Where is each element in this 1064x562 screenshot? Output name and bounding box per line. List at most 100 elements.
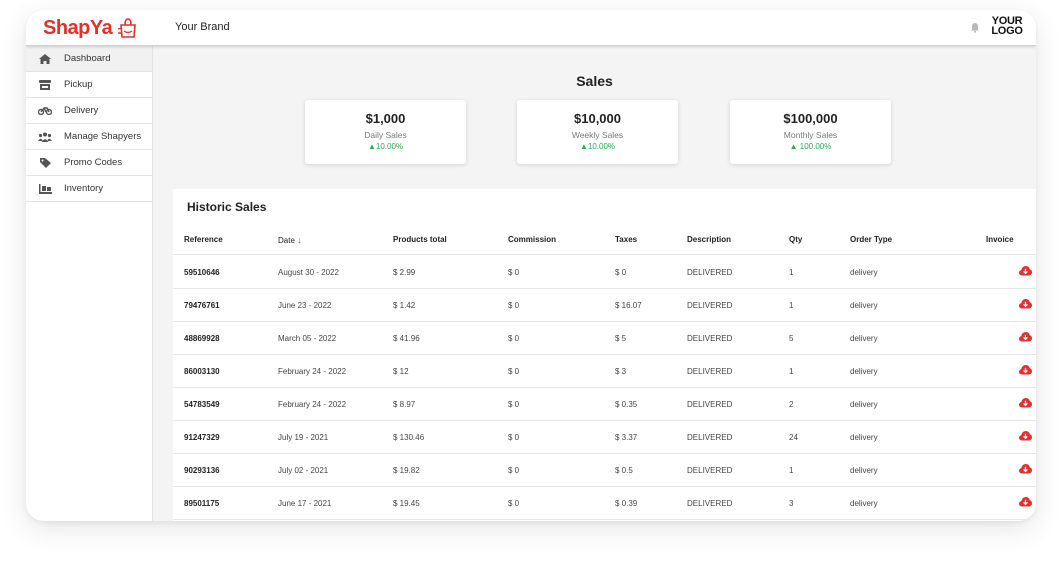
cell-products-total: $ 8.97 (393, 400, 416, 409)
cell-taxes: $ 0.35 (615, 400, 638, 409)
sidebar-item-label: Manage Shapyers (64, 131, 142, 142)
caret-up-icon: ▲ (789, 142, 798, 151)
monthly-sales-card: $100,000 Monthly Sales ▲ 100.00% (730, 100, 891, 164)
cell-reference: 54783549 (184, 400, 220, 409)
column-header-date[interactable]: Date ↓ (278, 235, 302, 245)
cell-date: July 19 - 2021 (278, 433, 329, 442)
cell-order-type: delivery (850, 301, 878, 310)
sidebar-item-inventory[interactable]: Inventory (26, 176, 152, 202)
partner-logo-line1: YOUR (991, 15, 1023, 27)
cloud-download-icon[interactable] (1019, 464, 1032, 474)
cell-reference: 48869928 (184, 334, 220, 343)
sidebar-item-label: Dashboard (64, 53, 111, 64)
cloud-download-icon[interactable] (1019, 497, 1032, 507)
cell-commission: $ 0 (508, 268, 520, 277)
table-row: 91247329 July 19 - 2021 $ 130.46 $ 0 $ 3.37 D… (173, 421, 1036, 454)
cell-qty: 1 (789, 466, 794, 475)
column-header-order-type[interactable]: Order Type (850, 235, 893, 244)
cell-commission: $ 0 (508, 301, 520, 310)
column-header-description[interactable]: Description (687, 235, 732, 244)
sidebar-item-delivery[interactable]: Delivery (26, 98, 152, 124)
cloud-download-icon[interactable] (1019, 332, 1032, 342)
cell-description: DELIVERED (687, 367, 733, 376)
cell-description: DELIVERED (687, 433, 733, 442)
column-header-products-total[interactable]: Products total (393, 235, 447, 244)
card-value: $1,000 (365, 111, 406, 126)
column-header-commission[interactable]: Commission (508, 235, 557, 244)
sales-title: Sales (576, 73, 613, 89)
table-row: 89501175 June 17 - 2021 $ 19.45 $ 0 $ 0.39 DE… (173, 487, 1036, 520)
column-header-reference[interactable]: Reference (184, 235, 223, 244)
bell-icon[interactable] (970, 22, 980, 33)
cell-date: August 30 - 2022 (278, 268, 339, 277)
cell-commission: $ 0 (508, 367, 520, 376)
card-change-value: 10.00% (587, 142, 616, 151)
caret-up-icon: ▲ (367, 142, 376, 151)
cloud-download-icon[interactable] (1019, 266, 1032, 276)
partner-logo-line2: LOGO (991, 25, 1023, 37)
table-row: 86003130 February 24 - 2022 $ 12 $ 0 $ 3 DELI… (173, 355, 1036, 388)
cell-reference: 91247329 (184, 433, 220, 442)
column-header-invoice[interactable]: Invoice (986, 235, 1014, 244)
cell-commission: $ 0 (508, 433, 520, 442)
partner-logo: YOUR LOGO (990, 15, 1024, 37)
table-row: 79476761 June 23 - 2022 $ 1.42 $ 0 $ 16.07 DE… (173, 289, 1036, 322)
cell-products-total: $ 19.45 (393, 499, 420, 508)
cloud-download-icon[interactable] (1019, 365, 1032, 375)
cell-products-total: $ 2.99 (393, 268, 416, 277)
cell-taxes: $ 0.5 (615, 466, 633, 475)
sort-down-arrow-icon: ↓ (297, 235, 302, 245)
cell-reference: 89501175 (184, 499, 220, 508)
column-header-date-label: Date (278, 236, 295, 245)
shapya-logo[interactable]: ShapYa (43, 13, 140, 43)
cell-qty: 2 (789, 400, 794, 409)
sidebar-item-label: Pickup (64, 79, 93, 90)
cell-description: DELIVERED (687, 499, 733, 508)
cell-description: DELIVERED (687, 334, 733, 343)
home-icon (26, 53, 64, 64)
brand-name: Your Brand (175, 21, 230, 33)
cell-reference: 86003130 (184, 367, 220, 376)
card-change: ▲ 100.00% (730, 142, 891, 151)
cell-taxes: $ 16.07 (615, 301, 642, 310)
cell-description: DELIVERED (687, 400, 733, 409)
cell-description: DELIVERED (687, 301, 733, 310)
column-header-taxes[interactable]: Taxes (615, 235, 638, 244)
cell-products-total: $ 130.46 (393, 433, 425, 442)
cloud-download-icon[interactable] (1019, 299, 1032, 309)
cloud-download-icon[interactable] (1019, 398, 1032, 408)
cell-date: July 02 - 2021 (278, 466, 329, 475)
cell-qty: 24 (789, 433, 798, 442)
sidebar-item-dashboard[interactable]: Dashboard (26, 46, 152, 72)
cell-date: June 17 - 2021 (278, 499, 332, 508)
cell-order-type: delivery (850, 433, 878, 442)
cell-taxes: $ 5 (615, 334, 627, 343)
historic-sales-panel: Historic Sales Reference Date ↓ Products… (173, 189, 1036, 521)
sidebar-item-manage-shapyers[interactable]: Manage Shapyers (26, 124, 152, 150)
card-change: ▲10.00% (305, 142, 466, 151)
sidebar-item-promo-codes[interactable]: Promo Codes (26, 150, 152, 176)
cell-taxes: $ 0 (615, 268, 627, 277)
table-row: 90293136 July 02 - 2021 $ 19.82 $ 0 $ 0.5 DEL… (173, 454, 1036, 487)
cell-commission: $ 0 (508, 334, 520, 343)
column-header-qty[interactable]: Qty (789, 235, 803, 244)
cell-order-type: delivery (850, 499, 878, 508)
cell-products-total: $ 19.82 (393, 466, 420, 475)
store-icon (26, 79, 64, 90)
caret-up-icon: ▲ (579, 142, 588, 151)
cell-reference: 59510646 (184, 268, 220, 277)
card-change-value: 10.00% (375, 142, 404, 151)
main-content: Sales $1,000 Daily Sales ▲10.00% $10,000… (153, 46, 1036, 521)
card-value: $10,000 (574, 111, 621, 126)
motorcycle-icon (26, 106, 64, 115)
table-row: 48869928 March 05 - 2022 $ 41.96 $ 0 $ 5 DELI… (173, 322, 1036, 355)
card-change-value: 100.00% (797, 142, 832, 151)
cell-taxes: $ 3 (615, 367, 627, 376)
card-change: ▲10.00% (517, 142, 678, 151)
sidebar-item-pickup[interactable]: Pickup (26, 72, 152, 98)
cell-description: DELIVERED (687, 466, 733, 475)
table-header: Reference Date ↓ Products total Commissi… (173, 231, 1036, 255)
shopping-bag-icon (118, 18, 137, 38)
cell-commission: $ 0 (508, 499, 520, 508)
cloud-download-icon[interactable] (1019, 431, 1032, 441)
